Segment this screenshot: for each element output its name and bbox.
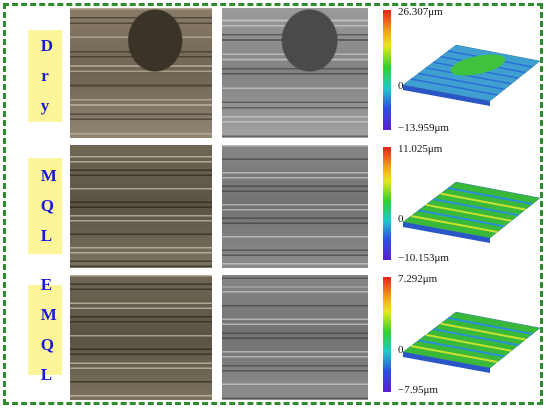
optical-image [70,275,212,400]
colorbar-min: −13.959μm [398,122,449,134]
color-bar [383,147,391,260]
condition-label: EMQL [28,275,62,384]
optical-image [70,8,212,138]
colorbar-max: 11.025μm [398,143,443,155]
condition-label: MQL [28,158,62,254]
condition-text: MQL [40,166,57,245]
surface-3d [402,311,541,373]
grayscale-image [222,145,368,268]
surface-3d [402,181,541,243]
condition-label: Dry [28,30,62,122]
grayscale-image [222,8,368,138]
colorbar-min: −10.153μm [398,252,449,264]
surface-3d [402,44,541,106]
optical-image [70,145,212,268]
color-bar [383,277,391,392]
colorbar-max: 26.307μm [398,6,443,18]
colorbar-min: −7.95μm [398,384,438,396]
colorbar-zero: 0 [398,343,404,356]
colorbar-max: 7.292μm [398,273,438,285]
dashed-border [3,3,543,405]
color-bar [383,10,391,130]
condition-text: EMQL [40,275,57,384]
condition-text: Dry [40,36,54,115]
colorbar-zero: 0 [398,212,404,225]
colorbar-zero: 0 [398,79,404,92]
grayscale-image [222,275,368,400]
